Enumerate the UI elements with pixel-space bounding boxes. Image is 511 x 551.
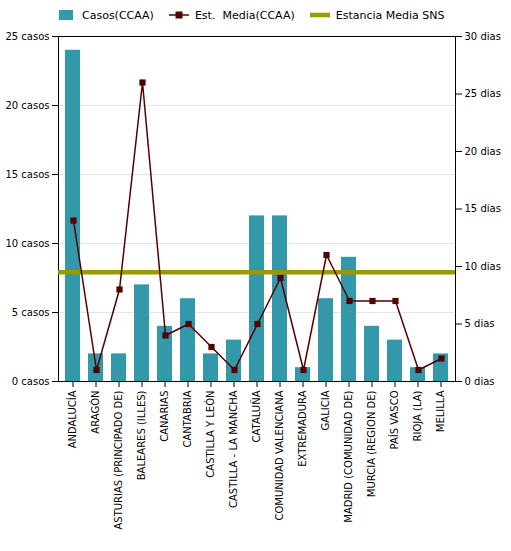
svg-text:MADRID (COMUNIDAD DE): MADRID (COMUNIDAD DE) — [343, 390, 354, 522]
svg-text:25 dias: 25 dias — [465, 88, 501, 99]
svg-text:CASTILLA - LA MANCHA: CASTILLA - LA MANCHA — [228, 390, 239, 508]
svg-text:0 dias: 0 dias — [465, 376, 495, 387]
svg-text:MURCIA (REGION DE): MURCIA (REGION DE) — [366, 390, 377, 497]
svg-text:ASTURIAS (PRINCIPADO DE): ASTURIAS (PRINCIPADO DE) — [113, 390, 124, 529]
svg-text:5 casos: 5 casos — [12, 307, 50, 318]
svg-text:CANARIAS: CANARIAS — [159, 391, 170, 442]
svg-text:15 casos: 15 casos — [5, 169, 49, 180]
svg-text:5 dias: 5 dias — [465, 318, 495, 329]
svg-text:25 casos: 25 casos — [5, 31, 49, 42]
svg-text:PAÍS VASCO: PAÍS VASCO — [388, 390, 400, 449]
svg-text:0 casos: 0 casos — [12, 376, 50, 387]
html-text:Casos(CCAA): Casos(CCAA) — [82, 8, 154, 22]
svg-text:COMUNIDAD VALENCIANA: COMUNIDAD VALENCIANA — [274, 390, 285, 520]
svg-text:ARAGÓN: ARAGÓN — [89, 391, 101, 434]
svg-text:RIOJA (LA): RIOJA (LA) — [412, 390, 423, 441]
svg-text:BALEARES (ILLES): BALEARES (ILLES) — [136, 390, 147, 480]
svg-text:10 dias: 10 dias — [465, 261, 501, 272]
html-text:Est. Media(CCAA): Est. Media(CCAA) — [194, 8, 295, 22]
svg-text:EXTREMADURA: EXTREMADURA — [297, 390, 308, 466]
svg-text:CATALUÑA: CATALUÑA — [250, 390, 262, 442]
svg-text:CASTILLA Y LEÓN: CASTILLA Y LEÓN — [204, 391, 216, 478]
svg-text:MELILLA: MELILLA — [435, 390, 446, 432]
svg-text:30 dias: 30 dias — [465, 31, 501, 42]
html-text:Estancia Media SNS: Estancia Media SNS — [335, 8, 445, 22]
svg-text:20 dias: 20 dias — [465, 146, 501, 157]
svg-text:20 casos: 20 casos — [5, 100, 49, 111]
svg-text:GALICIA: GALICIA — [320, 390, 331, 430]
svg-text:10 casos: 10 casos — [5, 238, 49, 249]
svg-text:15 dias: 15 dias — [465, 203, 501, 214]
svg-text:ANDALUCÍA: ANDALUCÍA — [66, 390, 78, 448]
svg-text:CANTABRIA: CANTABRIA — [182, 390, 193, 447]
